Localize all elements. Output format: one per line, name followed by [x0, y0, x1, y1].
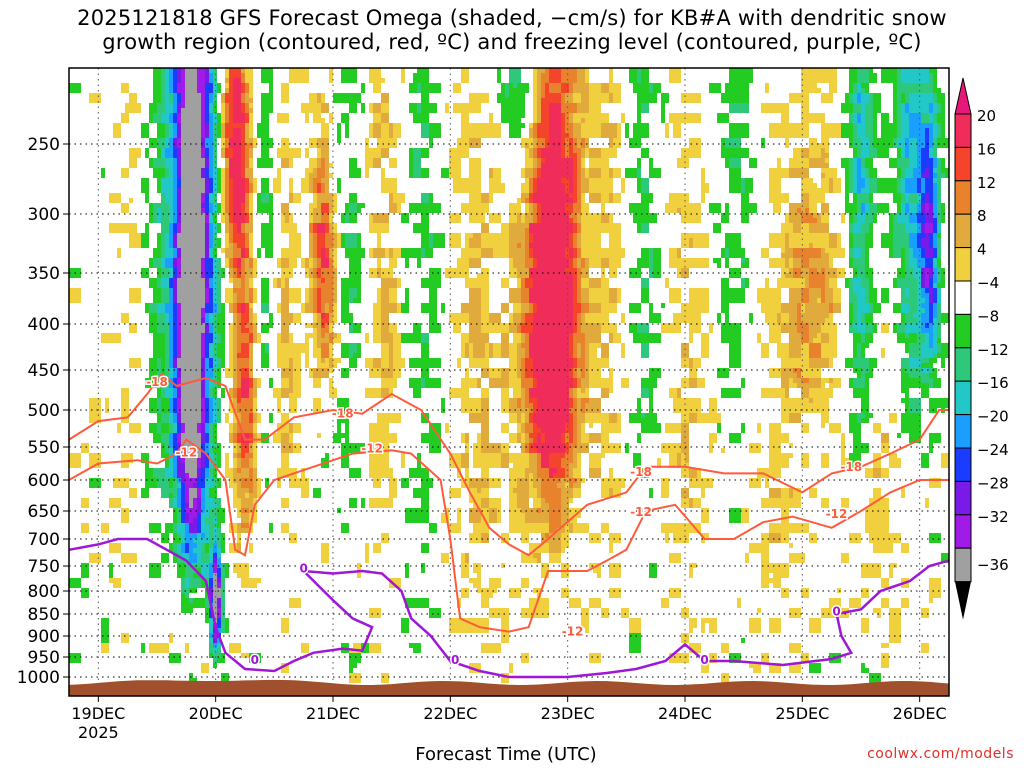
chart-title-line-1: 2025121818 GFS Forecast Omega (shaded, −…	[77, 6, 947, 30]
x-tick-label-20DEC: 20DEC	[189, 704, 243, 723]
colorbar-swatch-4	[954, 247, 972, 282]
colorbar-swatch-9	[954, 414, 972, 449]
y-tick-label-700: 700	[28, 530, 60, 550]
contour-label--12-0: -12	[175, 445, 197, 459]
contour-label-0-4: 0	[832, 605, 840, 619]
x-tick-label-24DEC: 24DEC	[658, 704, 712, 723]
colorbar: 20 16 12 8 4 −4 −8 −12 −16 −20 −24 −28 −32 −36	[954, 77, 1009, 620]
x-tick-sublabel-year: 2025	[78, 723, 119, 742]
x-tick-label-21DEC: 21DEC	[306, 704, 360, 723]
colorbar-swatch-7	[954, 347, 972, 382]
y-tick-label-600: 600	[28, 471, 60, 491]
chart-title-line-2: growth region (contoured, red, ºC) and f…	[102, 30, 922, 54]
y-tick-label-350: 350	[28, 264, 60, 284]
chart-title: 2025121818 GFS Forecast Omega (shaded, −…	[0, 6, 1024, 54]
x-tick-label-19DEC: 19DEC	[71, 704, 125, 723]
contour-label--12-4: -12	[826, 507, 848, 521]
y-tick-label-1000: 1000	[17, 668, 60, 688]
plot-frame	[68, 67, 950, 697]
contour-lines: -18 -18 -18 -18 -12 -12 -12 -12 -12 0 0 0 0 0	[68, 372, 950, 679]
y-tick-label-500: 500	[28, 401, 60, 421]
colorbar-label-8: −16	[977, 374, 1009, 392]
y-tick-label-450: 450	[28, 361, 60, 381]
colorbar-swatch-3	[954, 213, 972, 249]
contour-label-0-0: 0	[299, 562, 307, 576]
colorbar-label-2: 12	[977, 174, 996, 192]
contour-label-0-1: 0	[251, 653, 259, 667]
x-tick-label-22DEC: 22DEC	[423, 704, 477, 723]
colorbar-swatch-2	[954, 180, 972, 215]
y-tick-label-400: 400	[28, 315, 60, 335]
colorbar-swatch-0	[954, 113, 972, 148]
x-tick-label-25DEC: 25DEC	[775, 704, 829, 723]
colorbar-swatch-10	[954, 447, 972, 482]
source-credit: coolwx.com/models	[867, 746, 1014, 762]
colorbar-label-0: 20	[977, 107, 996, 125]
colorbar-label-9: −20	[977, 408, 1009, 426]
contour-minus18	[68, 372, 949, 557]
contour-label--12-2: -12	[562, 625, 584, 639]
terrain-band	[69, 679, 949, 696]
y-tick-label-650: 650	[28, 502, 60, 522]
colorbar-label-13: −36	[977, 556, 1009, 574]
y-tick-label-800: 800	[28, 582, 60, 602]
contour-label--18-0: -18	[146, 375, 168, 389]
contour-label--12-3: -12	[630, 505, 652, 519]
y-tick-label-750: 750	[28, 557, 60, 577]
contour-label--18-3: -18	[840, 460, 862, 474]
y-tick-label-300: 300	[28, 205, 60, 225]
contour-label--12-1: -12	[361, 441, 383, 455]
x-tick-label-23DEC: 23DEC	[541, 704, 595, 723]
colorbar-swatch-1	[954, 146, 972, 182]
colorbar-label-4: 4	[977, 241, 987, 259]
x-tick-label-26DEC: 26DEC	[893, 704, 947, 723]
colorbar-swatch-5	[954, 280, 972, 315]
contour-label-0-3: 0	[700, 653, 708, 667]
colorbar-label-10: −24	[977, 441, 1009, 459]
colorbar-label-5: −4	[977, 274, 999, 292]
colorbar-label-6: −8	[977, 307, 999, 325]
pressure-axis: 2503003504004505005506006507007508008509…	[17, 135, 69, 688]
contour-minus12	[68, 438, 949, 633]
colorbar-label-7: −12	[977, 341, 1009, 359]
colorbar-top-arrow	[954, 77, 972, 115]
contour-label--18-2: -18	[630, 465, 652, 479]
contour-label--18-1: -18	[332, 407, 354, 421]
colorbar-swatch-13	[954, 547, 972, 583]
colorbar-label-1: 16	[977, 140, 996, 158]
x-axis-label: Forecast Time (UTC)	[415, 744, 597, 765]
colorbar-swatch-8	[954, 380, 972, 416]
contour-label-0-2: 0	[451, 653, 459, 667]
y-tick-label-950: 950	[28, 648, 60, 668]
y-tick-label-550: 550	[28, 438, 60, 458]
terrain-fill	[69, 679, 949, 696]
colorbar-label-3: 8	[977, 207, 987, 225]
colorbar-bottom-arrow	[955, 581, 971, 620]
omega-shading	[69, 68, 949, 683]
contour-freezing-level	[68, 537, 950, 679]
y-tick-label-250: 250	[28, 135, 60, 155]
colorbar-swatch-11	[954, 480, 972, 516]
colorbar-swatch-6	[954, 313, 972, 349]
colorbar-label-11: −28	[977, 474, 1009, 492]
colorbar-swatch-12	[954, 514, 972, 549]
y-tick-label-900: 900	[28, 627, 60, 647]
y-tick-label-850: 850	[28, 605, 60, 625]
colorbar-label-12: −32	[977, 508, 1009, 526]
